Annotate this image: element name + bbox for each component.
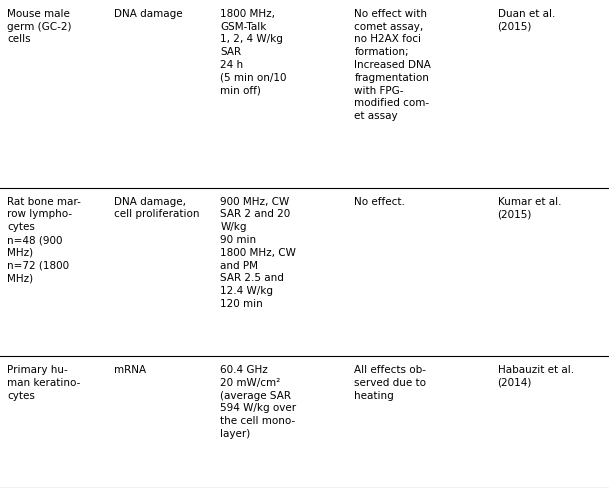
Text: No effect.: No effect.	[354, 197, 406, 206]
Text: Primary hu-
man keratino-
cytes: Primary hu- man keratino- cytes	[7, 365, 80, 401]
Text: Duan et al.
(2015): Duan et al. (2015)	[498, 9, 555, 32]
Text: Kumar et al.
(2015): Kumar et al. (2015)	[498, 197, 561, 220]
Text: DNA damage,
cell proliferation: DNA damage, cell proliferation	[114, 197, 199, 220]
Text: Mouse male
germ (GC-2)
cells: Mouse male germ (GC-2) cells	[7, 9, 72, 44]
Text: Habauzit et al.
(2014): Habauzit et al. (2014)	[498, 365, 574, 388]
Text: All effects ob-
served due to
heating: All effects ob- served due to heating	[354, 365, 426, 401]
Text: mRNA: mRNA	[114, 365, 146, 375]
Text: No effect with
comet assay,
no H2AX foci
formation;
Increased DNA
fragmentation
: No effect with comet assay, no H2AX foci…	[354, 9, 431, 121]
Text: DNA damage: DNA damage	[114, 9, 183, 19]
Text: 60.4 GHz
20 mW/cm²
(average SAR
594 W/kg over
the cell mono-
layer): 60.4 GHz 20 mW/cm² (average SAR 594 W/kg…	[220, 365, 297, 439]
Text: Rat bone mar-
row lympho-
cytes
n=48 (900
MHz)
n=72 (1800
MHz): Rat bone mar- row lympho- cytes n=48 (90…	[7, 197, 81, 284]
Text: 900 MHz, CW
SAR 2 and 20
W/kg
90 min
1800 MHz, CW
and PM
SAR 2.5 and
12.4 W/kg
1: 900 MHz, CW SAR 2 and 20 W/kg 90 min 180…	[220, 197, 297, 309]
Text: 1800 MHz,
GSM-Talk
1, 2, 4 W/kg
SAR
24 h
(5 min on/10
min off): 1800 MHz, GSM-Talk 1, 2, 4 W/kg SAR 24 h…	[220, 9, 287, 96]
